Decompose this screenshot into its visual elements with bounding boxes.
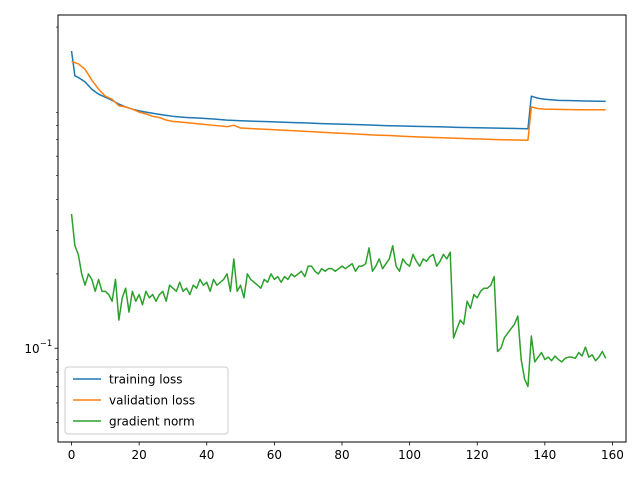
series-line-training-loss [70,50,606,130]
x-tick-label: 40 [199,448,214,462]
x-tick-label: 20 [132,448,147,462]
x-tick-label: 60 [267,448,282,462]
axes-layer: 0 20 40 60 80 100 120 140 160 10 −1 [24,26,624,462]
legend-label: gradient norm [109,415,195,429]
x-tick-label: 140 [533,448,556,462]
x-tick-label: 100 [398,448,421,462]
legend-label: validation loss [109,394,195,408]
legend-label: training loss [109,373,182,387]
y-tick-exponent: −1 [40,339,53,349]
series-line-gradient-norm [70,213,607,388]
x-tick-label: 80 [334,448,349,462]
x-tick-label: 0 [68,448,76,462]
plot-frame [57,14,627,443]
x-tick-label: 120 [466,448,489,462]
y-tick-label: 10 [24,342,39,356]
legend-box [64,366,229,435]
series-line-validation-loss [71,60,606,141]
series-layer [70,50,607,388]
x-tick-label: 160 [601,448,624,462]
legend: training loss validation loss gradient nor… [64,366,229,435]
